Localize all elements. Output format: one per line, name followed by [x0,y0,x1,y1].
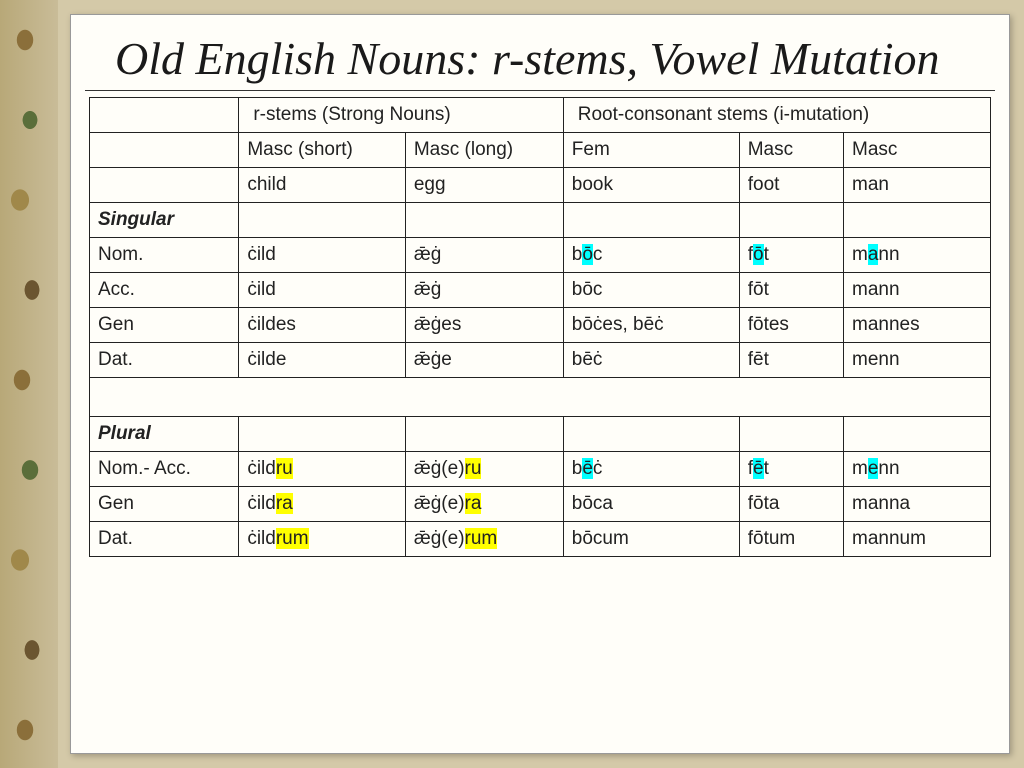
hdr-masc-long: Masc (long) [405,132,563,167]
group-rootcons: Root-consonant stems (i-mutation) [563,97,990,132]
group-rstems: r-stems (Strong Nouns) [239,97,563,132]
cell: bēċ [563,451,739,486]
cell: fōtes [739,307,843,342]
cell: fōtum [739,521,843,556]
cell: fōta [739,486,843,521]
spacer-row [90,377,991,416]
cell: mann [844,272,991,307]
cell: bōca [563,486,739,521]
gloss-egg: egg [405,167,563,202]
cell: ċildru [239,451,406,486]
row-sg-gen: Gen ċildes ǣġes bōċes, bēċ fōtes mannes [90,307,991,342]
cell: ċild [239,272,406,307]
cell: fēt [739,342,843,377]
decorative-leaf-border [0,0,58,768]
cell: ǣġ [405,272,563,307]
plural-label: Plural [90,416,239,451]
singular-header: Singular [90,202,991,237]
cell: fōt [739,237,843,272]
cell: mannes [844,307,991,342]
cell: fēt [739,451,843,486]
cell: ċild [239,237,406,272]
cell: mannum [844,521,991,556]
gender-row: Masc (short) Masc (long) Fem Masc Masc [90,132,991,167]
cell: manna [844,486,991,521]
singular-label: Singular [90,202,239,237]
row-sg-nom: Nom. ċild ǣġ bōc fōt mann [90,237,991,272]
cell: bōc [563,272,739,307]
cell: menn [844,451,991,486]
cell: ǣġes [405,307,563,342]
cell: ċildrum [239,521,406,556]
cell: bōċes, bēċ [563,307,739,342]
blank-cell [90,97,239,132]
case-label: Gen [90,307,239,342]
row-sg-dat: Dat. ċilde ǣġe bēċ fēt menn [90,342,991,377]
slide-body: Old English Nouns: r-stems, Vowel Mutati… [70,14,1010,754]
hdr-masc5: Masc [844,132,991,167]
cell: ǣġ(e)ra [405,486,563,521]
case-label: Dat. [90,342,239,377]
case-label: Nom. [90,237,239,272]
case-label: Acc. [90,272,239,307]
slide-title: Old English Nouns: r-stems, Vowel Mutati… [85,15,995,91]
cell: ċilde [239,342,406,377]
gloss-man: man [844,167,991,202]
declension-table: r-stems (Strong Nouns) Root-consonant st… [89,97,991,557]
row-sg-acc: Acc. ċild ǣġ bōc fōt mann [90,272,991,307]
case-label: Gen [90,486,239,521]
row-pl-gen: Gen ċildra ǣġ(e)ra bōca fōta manna [90,486,991,521]
row-pl-dat: Dat. ċildrum ǣġ(e)rum bōcum fōtum mannum [90,521,991,556]
cell: ċildes [239,307,406,342]
cell: mann [844,237,991,272]
cell: fōt [739,272,843,307]
group-header-row: r-stems (Strong Nouns) Root-consonant st… [90,97,991,132]
hdr-fem: Fem [563,132,739,167]
cell: bōcum [563,521,739,556]
gloss-book: book [563,167,739,202]
row-pl-nomacc: Nom.- Acc. ċildru ǣġ(e)ru bēċ fēt menn [90,451,991,486]
gloss-row: child egg book foot man [90,167,991,202]
gloss-foot: foot [739,167,843,202]
gloss-child: child [239,167,406,202]
cell: menn [844,342,991,377]
case-label: Dat. [90,521,239,556]
cell: bēċ [563,342,739,377]
hdr-masc-short: Masc (short) [239,132,406,167]
plural-header: Plural [90,416,991,451]
cell: ċildra [239,486,406,521]
cell: ǣġ(e)ru [405,451,563,486]
cell: ǣġe [405,342,563,377]
cell: bōc [563,237,739,272]
case-label: Nom.- Acc. [90,451,239,486]
hdr-masc4: Masc [739,132,843,167]
cell: ǣġ [405,237,563,272]
cell: ǣġ(e)rum [405,521,563,556]
